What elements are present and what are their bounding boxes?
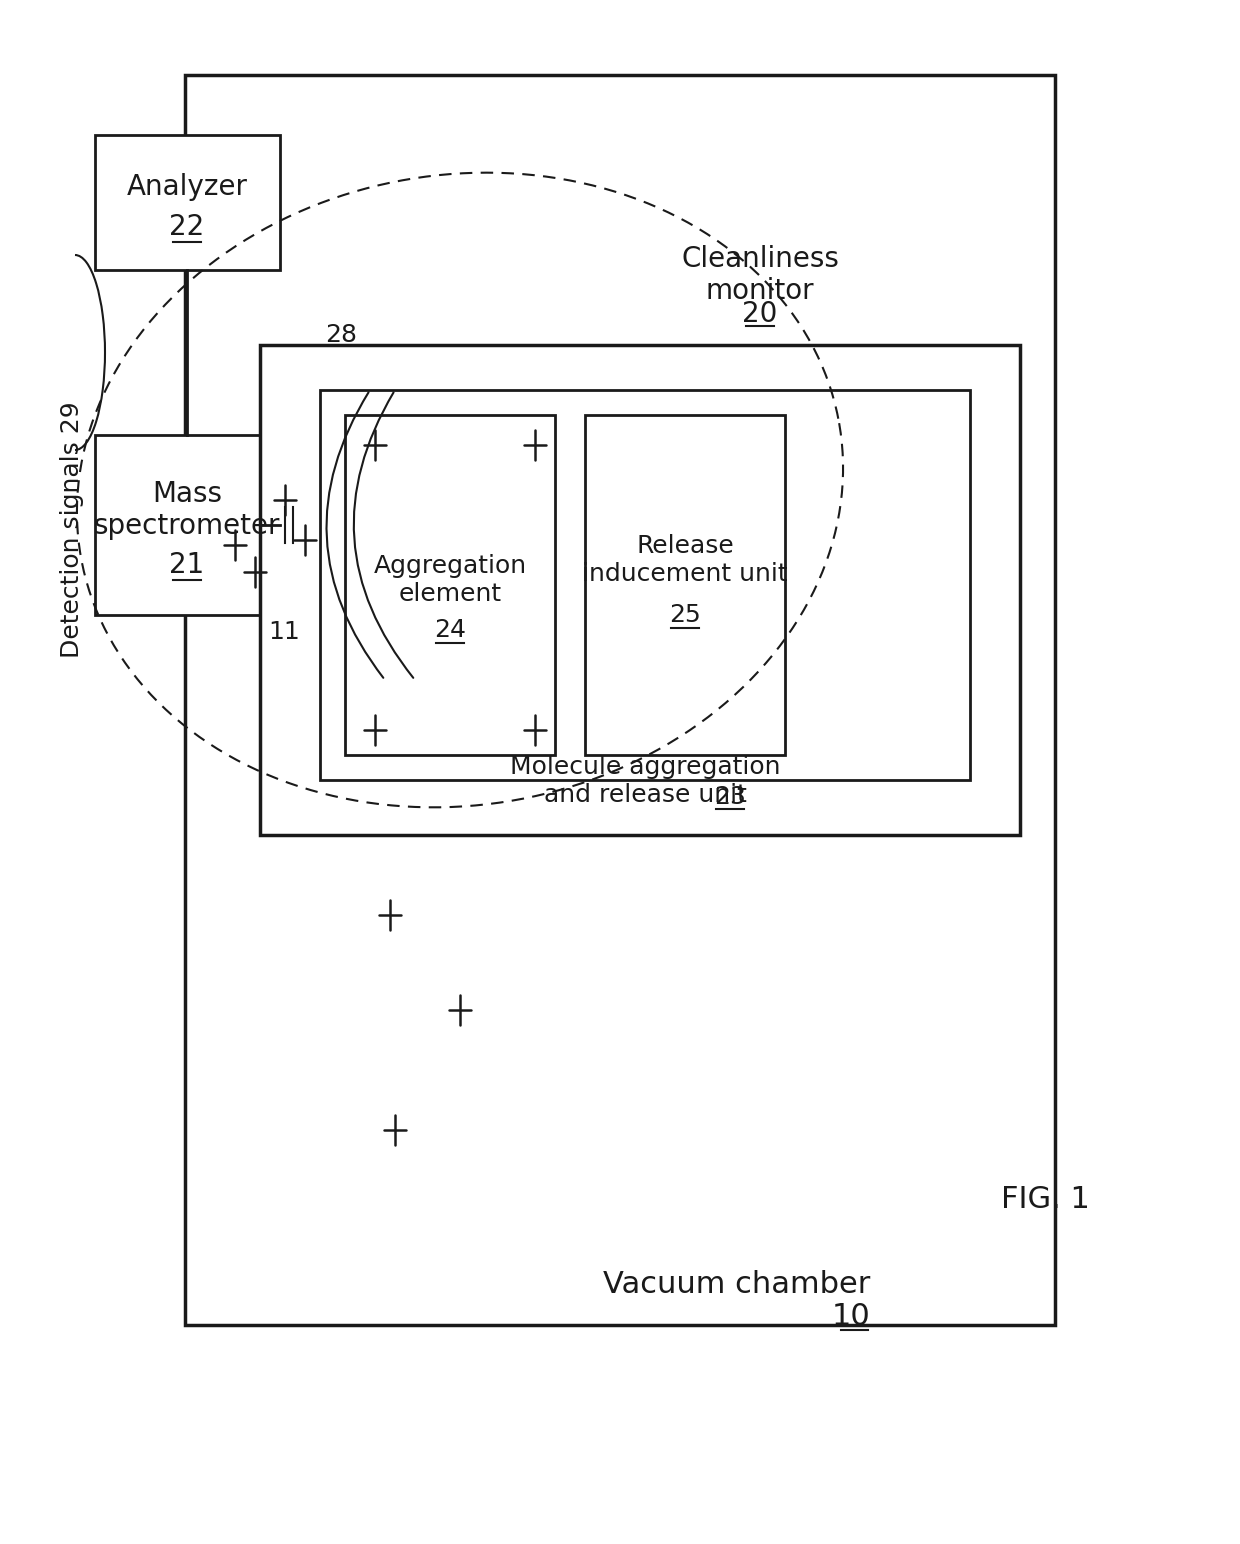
Text: Release
inducement unit: Release inducement unit: [583, 534, 787, 585]
Text: 11: 11: [268, 621, 300, 644]
Text: 20: 20: [743, 300, 777, 327]
Text: Detection signals 29: Detection signals 29: [60, 401, 84, 658]
Text: Vacuum chamber: Vacuum chamber: [603, 1271, 870, 1299]
Text: FIG. 1: FIG. 1: [1001, 1186, 1090, 1215]
Text: 22: 22: [170, 213, 205, 241]
Bar: [585, 415, 785, 755]
FancyArrowPatch shape: [353, 392, 413, 678]
Text: 28: 28: [325, 323, 357, 347]
Bar: [185, 76, 1055, 1325]
Text: Mass
spectrometer: Mass spectrometer: [94, 480, 280, 540]
FancyArrowPatch shape: [326, 392, 383, 678]
Bar: [95, 134, 280, 270]
Text: 25: 25: [670, 604, 701, 627]
Text: Analyzer: Analyzer: [126, 173, 248, 201]
Bar: [260, 344, 1021, 835]
Text: Cleanliness
monitor: Cleanliness monitor: [681, 245, 839, 306]
Text: 23: 23: [714, 784, 746, 809]
Bar: [320, 391, 970, 780]
Text: Molecule aggregation
and release unit: Molecule aggregation and release unit: [510, 755, 780, 808]
Text: 24: 24: [434, 618, 466, 642]
Text: 10: 10: [831, 1302, 870, 1331]
Bar: [345, 415, 556, 755]
Text: Aggregation
element: Aggregation element: [373, 554, 527, 605]
Bar: [95, 435, 280, 615]
Text: 21: 21: [170, 551, 205, 579]
